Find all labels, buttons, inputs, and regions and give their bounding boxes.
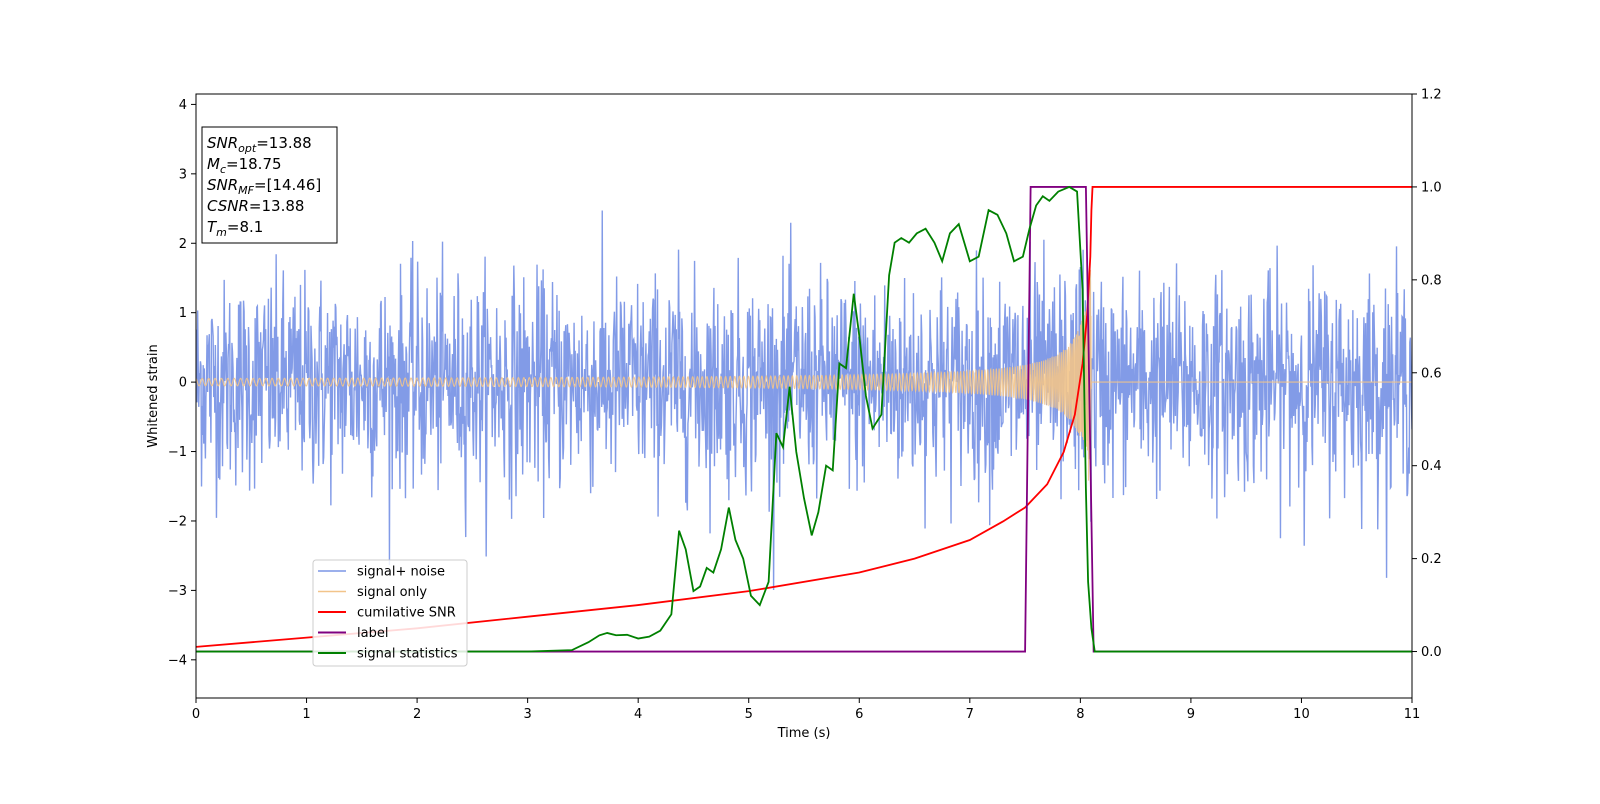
y-left-tick-label: 4 bbox=[179, 98, 187, 113]
y-right-tick-label: 0.6 bbox=[1421, 366, 1442, 381]
x-axis-label: Time (s) bbox=[777, 726, 831, 741]
x-tick-label: 2 bbox=[413, 707, 421, 722]
y-right-tick-label: 1.2 bbox=[1421, 88, 1442, 103]
y-left-tick-label: −1 bbox=[168, 445, 187, 460]
legend-signal-only-text: signal only bbox=[357, 585, 427, 600]
y-right-tick-label: 0.4 bbox=[1421, 459, 1442, 474]
y-right-tick-label: 1.0 bbox=[1421, 180, 1442, 195]
legend-frame bbox=[312, 559, 468, 667]
x-tick-label: 3 bbox=[523, 707, 531, 722]
y-right-tick-label: 0.8 bbox=[1421, 273, 1442, 288]
info-box-frame bbox=[201, 126, 338, 244]
y-left-tick-label: −2 bbox=[168, 514, 187, 529]
legend-signal-statistics-text: signal statistics bbox=[357, 647, 458, 662]
series-layer bbox=[196, 185, 1412, 653]
info-box-line: Mc=18.75 bbox=[207, 155, 282, 176]
y-left-tick-label: 3 bbox=[179, 167, 187, 182]
y-axis-label: Whitened strain bbox=[146, 344, 161, 447]
plot-frame bbox=[195, 93, 1413, 699]
legend: signal+ noise signal only cumilative SNR la… bbox=[312, 559, 468, 667]
x-tick-label: 7 bbox=[966, 707, 974, 722]
info-box-line: CSNR=13.88 bbox=[207, 197, 304, 215]
legend-signal-noise-text: signal+ noise bbox=[357, 565, 445, 580]
info-box-line: SNRopt=13.88 bbox=[207, 134, 312, 155]
x-tick-label: 8 bbox=[1076, 707, 1084, 722]
x-tick-label: 0 bbox=[192, 707, 200, 722]
axis-layer: 0 1 2 3 4 5 6 7 8 9 10 1143210−1−2−3−41.21.00.80.60… bbox=[168, 88, 1442, 723]
legend-cumulative-snr-text: cumilative SNR bbox=[357, 606, 456, 621]
info-box-line: Tm=8.1 bbox=[207, 218, 263, 239]
series-signal-only-line bbox=[196, 269, 1412, 498]
x-tick-label: 1 bbox=[302, 707, 310, 722]
legend-label-text: label bbox=[357, 626, 388, 641]
info-box-line: SNRMF=[14.46] bbox=[207, 176, 321, 197]
info-box: SNRopt=13.88Mc=18.75SNRMF=[14.46]CSNR=13… bbox=[201, 126, 338, 244]
x-tick-label: 5 bbox=[745, 707, 753, 722]
x-tick-label: 10 bbox=[1293, 707, 1310, 722]
y-right-tick-label: 0.2 bbox=[1421, 552, 1442, 567]
x-tick-label: 11 bbox=[1404, 707, 1421, 722]
y-left-tick-label: 2 bbox=[179, 237, 187, 252]
series-signal-statistics-line bbox=[196, 185, 1412, 653]
y-right-tick-label: 0.0 bbox=[1421, 645, 1442, 660]
y-left-tick-label: 0 bbox=[179, 376, 187, 391]
y-left-tick-label: −3 bbox=[168, 584, 187, 599]
y-left-tick-label: −4 bbox=[168, 653, 187, 668]
x-tick-label: 4 bbox=[634, 707, 642, 722]
y-left-tick-label: 1 bbox=[179, 306, 187, 321]
series-cumulative-snr-line bbox=[196, 186, 1412, 648]
x-tick-label: 6 bbox=[855, 707, 863, 722]
series-signal-noise-line bbox=[196, 210, 1412, 591]
x-tick-label: 9 bbox=[1187, 707, 1195, 722]
